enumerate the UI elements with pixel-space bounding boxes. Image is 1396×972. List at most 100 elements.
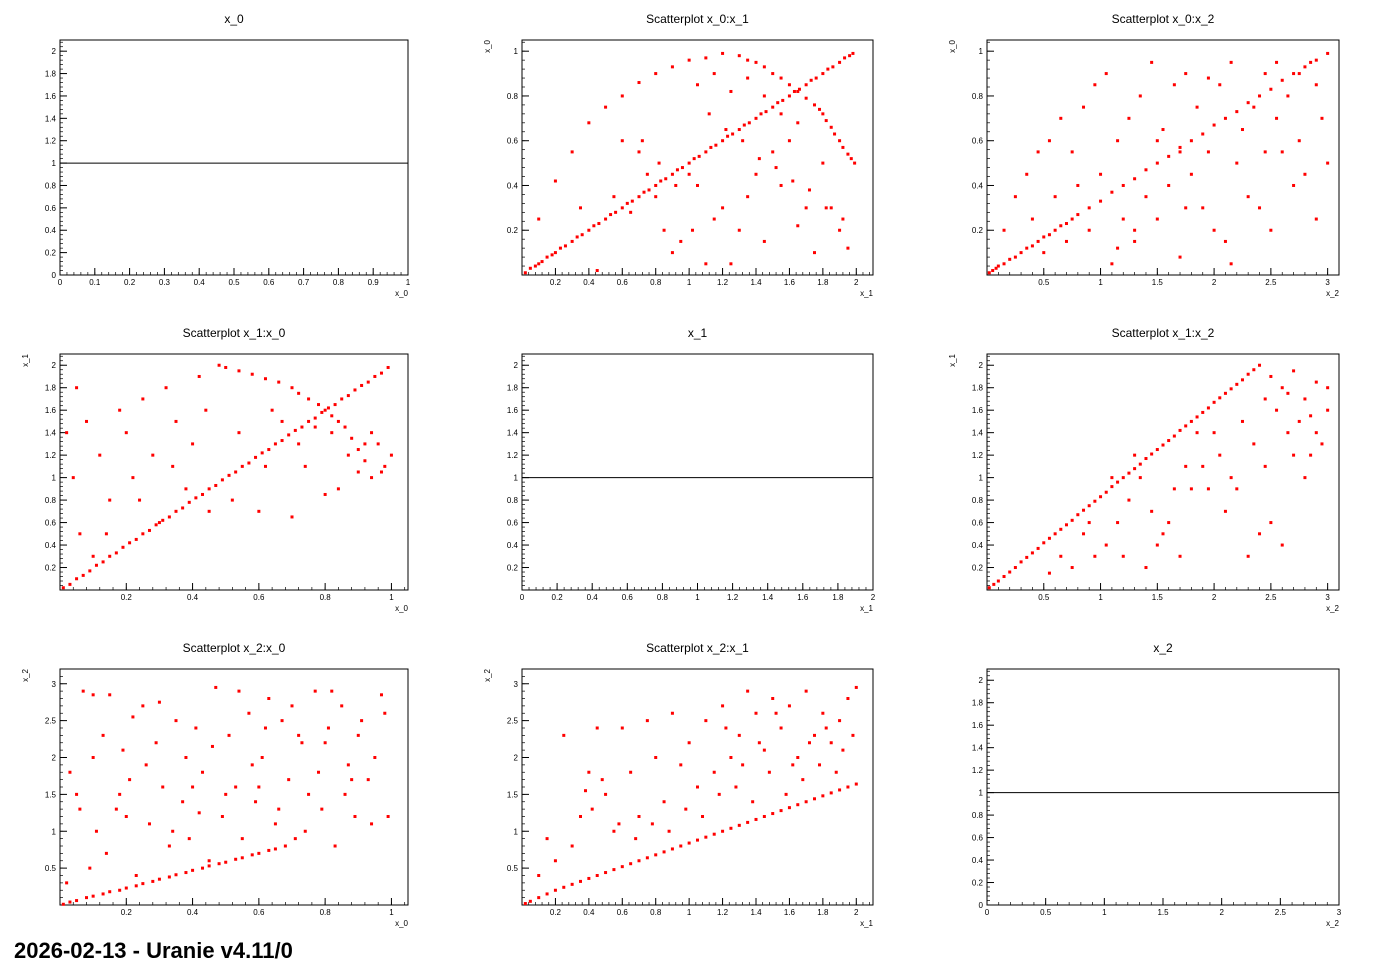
- x-tick-label: 0.9: [368, 278, 380, 287]
- y-tick-label: 1: [979, 47, 984, 56]
- data-point: [637, 815, 641, 818]
- data-point: [838, 788, 842, 792]
- data-point: [1235, 487, 1239, 491]
- plot-frame: [59, 668, 409, 906]
- data-point: [303, 464, 307, 468]
- data-point: [1059, 116, 1063, 120]
- data-point: [804, 206, 808, 210]
- data-point: [1172, 83, 1176, 87]
- data-point: [128, 541, 132, 545]
- data-point: [747, 121, 751, 125]
- data-point: [767, 770, 771, 774]
- data-point: [181, 800, 185, 804]
- data-point: [1093, 554, 1097, 558]
- data-point: [171, 829, 175, 833]
- data-point: [537, 874, 541, 877]
- data-point: [134, 874, 138, 877]
- x-tick-label: 1.8: [832, 593, 844, 602]
- data-point: [207, 509, 211, 513]
- data-point: [350, 778, 354, 782]
- data-point: [1246, 195, 1250, 199]
- data-point: [826, 67, 830, 71]
- x-tick-label: 2: [854, 278, 859, 287]
- data-point: [662, 850, 666, 854]
- data-point: [584, 789, 588, 793]
- data-point: [210, 744, 214, 748]
- data-point: [654, 756, 658, 759]
- data-point: [1076, 213, 1080, 217]
- panel-p12: Scatterplot x_1:x_2 0.5 1 1.5 2 2.5 3 0.2 0.4 0.6…: [948, 326, 1340, 613]
- data-point: [562, 733, 566, 737]
- data-point: [1167, 439, 1171, 443]
- data-point: [330, 414, 334, 418]
- data-point: [366, 380, 370, 384]
- data-point: [181, 506, 185, 510]
- footer-label: 2026-02-13 - Uranie v4.11/0: [14, 938, 293, 963]
- data-point: [1064, 523, 1068, 527]
- data-point: [1104, 543, 1108, 547]
- x-tick-label: 0: [520, 593, 525, 602]
- data-point: [587, 770, 591, 774]
- data-point: [313, 425, 317, 429]
- data-point: [204, 408, 208, 412]
- y-tick-label: 1.6: [972, 406, 984, 415]
- data-point: [563, 244, 567, 248]
- chart-title: Scatterplot x_0:x_1: [646, 12, 749, 26]
- x-tick-label: 0.7: [298, 278, 310, 287]
- data-point: [1059, 224, 1063, 228]
- data-point: [662, 800, 666, 804]
- data-point: [343, 425, 347, 429]
- data-point: [1229, 387, 1233, 391]
- data-point: [1286, 391, 1290, 395]
- data-point: [250, 853, 254, 857]
- data-point: [729, 262, 733, 266]
- data-point: [360, 383, 364, 387]
- data-point: [1093, 83, 1097, 87]
- data-point: [838, 139, 842, 143]
- data-point: [91, 894, 95, 898]
- data-point: [558, 246, 562, 250]
- data-point: [1275, 408, 1279, 412]
- x-tick-label: 1.4: [750, 278, 762, 287]
- data-point: [754, 711, 758, 715]
- data-point: [1167, 154, 1171, 158]
- data-point: [1082, 532, 1086, 536]
- data-point: [1019, 560, 1023, 564]
- data-point: [1070, 566, 1074, 570]
- data-point: [714, 143, 718, 147]
- data-point: [771, 697, 775, 700]
- data-point: [114, 807, 118, 811]
- data-point: [834, 770, 838, 774]
- data-point: [197, 811, 201, 815]
- y-tick-label: 2.5: [507, 717, 519, 726]
- data-point: [674, 183, 678, 187]
- data-point: [746, 76, 750, 80]
- data-point: [1297, 139, 1301, 143]
- x-tick-label: 0.4: [583, 278, 595, 287]
- data-point: [575, 235, 579, 239]
- data-point: [1150, 60, 1154, 64]
- y-axis-label: x_2: [483, 668, 492, 681]
- data-point: [717, 792, 721, 796]
- x-tick-label: 3: [1337, 908, 1342, 917]
- data-point: [1184, 206, 1188, 210]
- data-point: [1030, 551, 1034, 555]
- data-point: [807, 741, 811, 745]
- data-point: [629, 770, 633, 774]
- data-point: [829, 741, 833, 745]
- data-point: [647, 188, 651, 192]
- data-point: [787, 704, 791, 708]
- data-point: [121, 545, 125, 549]
- data-point: [370, 431, 374, 435]
- data-point: [1280, 78, 1284, 82]
- data-point: [587, 876, 591, 880]
- data-point: [570, 150, 574, 154]
- data-point: [273, 822, 277, 826]
- data-point: [762, 65, 766, 69]
- data-point: [779, 809, 783, 813]
- data-point: [61, 902, 65, 906]
- data-point: [81, 689, 85, 693]
- data-point: [207, 487, 211, 491]
- data-point: [831, 65, 835, 69]
- y-tick-label: 0.4: [972, 181, 984, 190]
